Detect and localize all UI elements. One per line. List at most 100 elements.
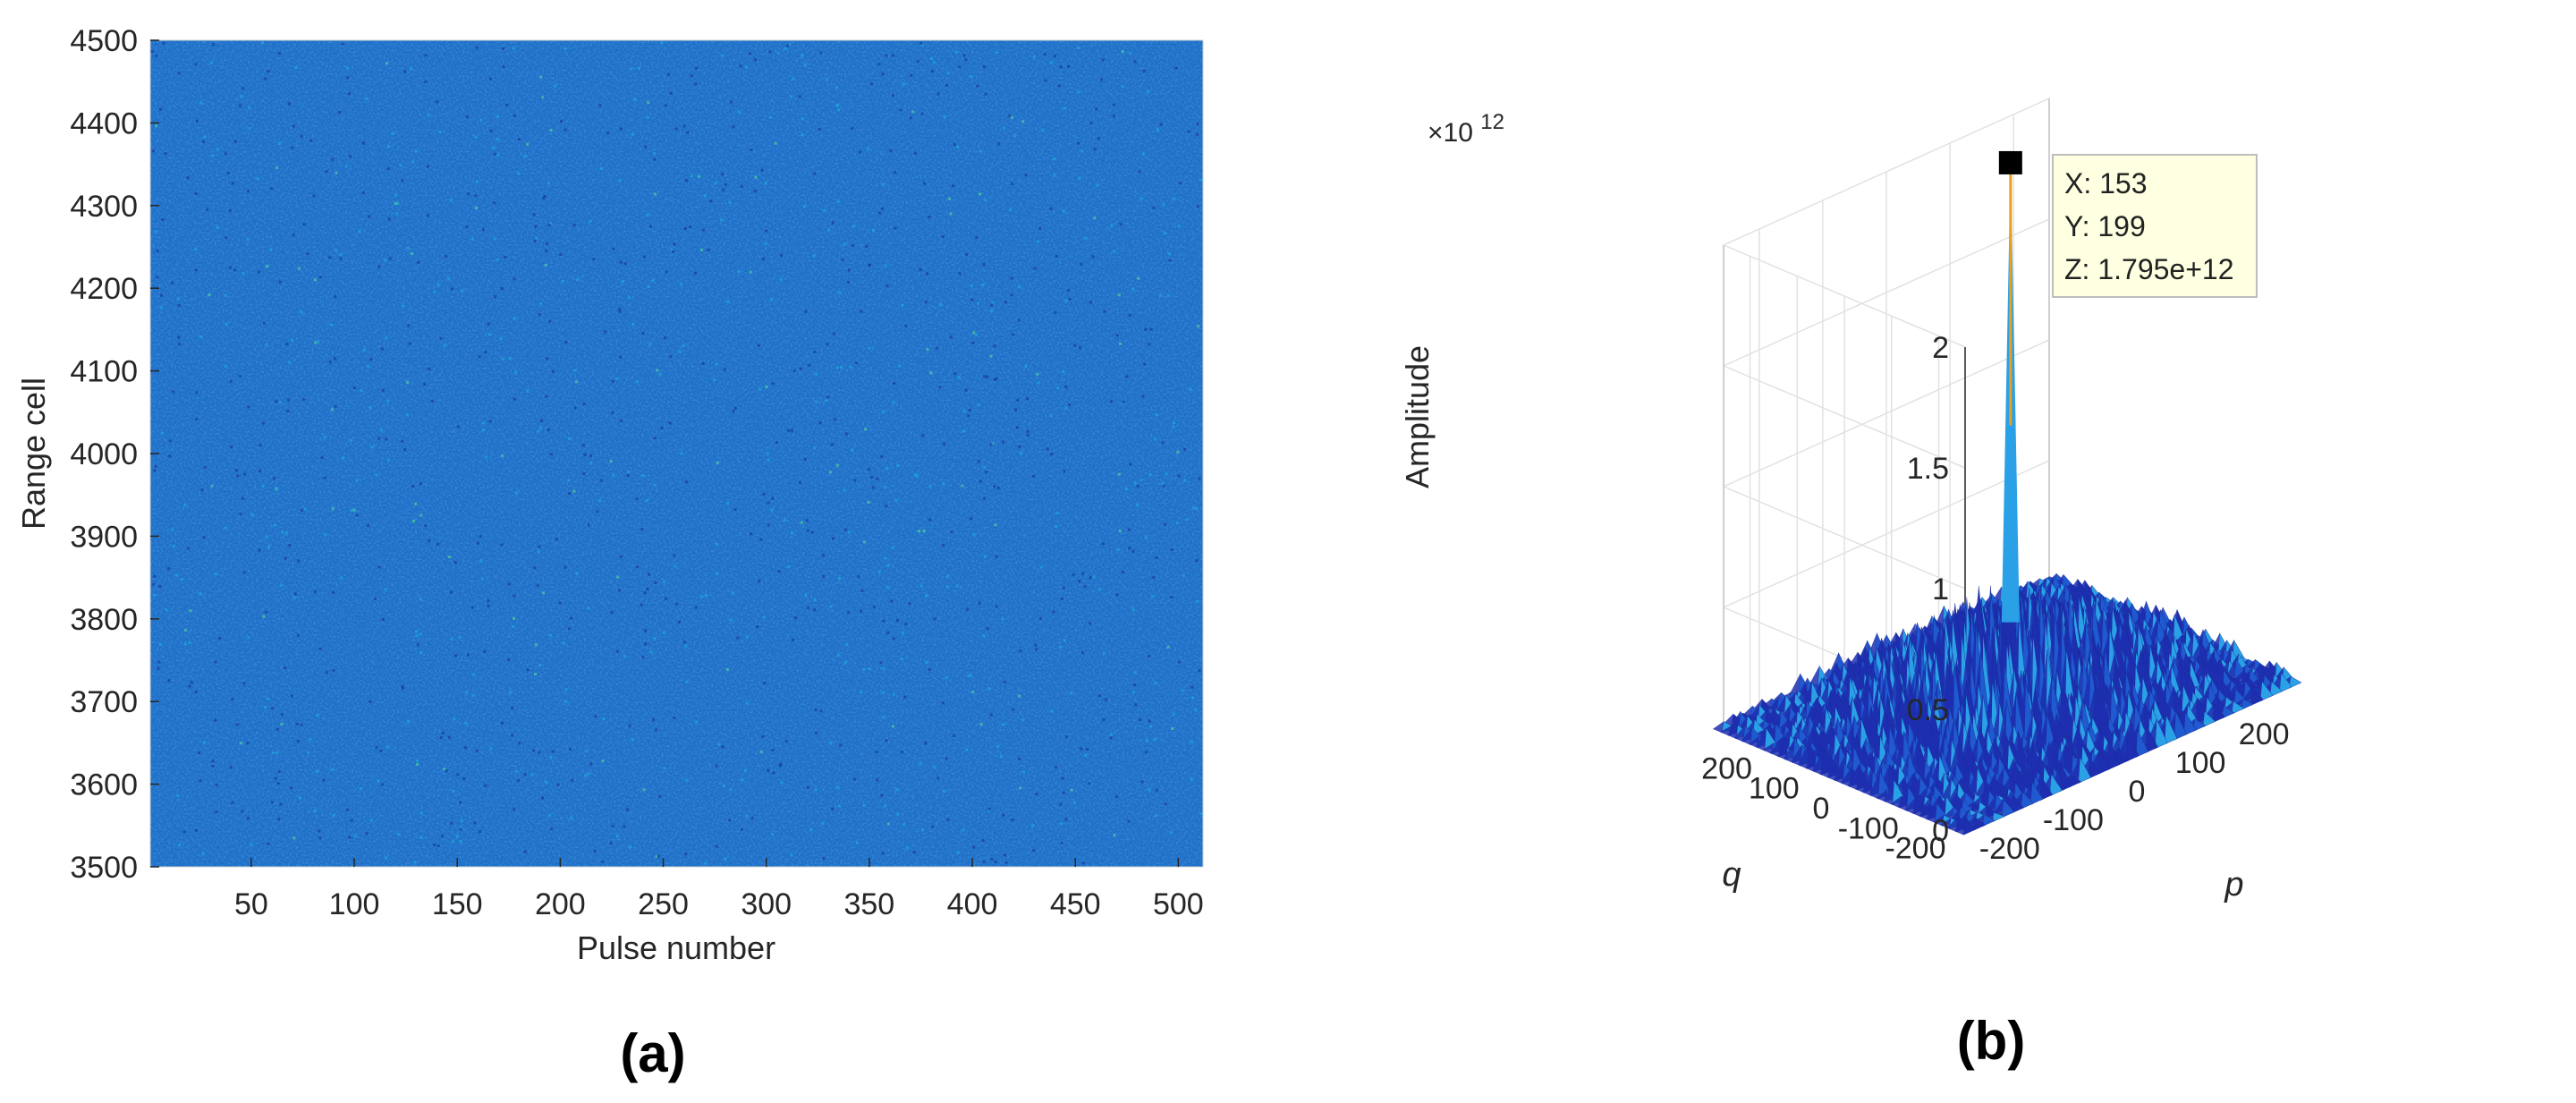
heatmap-cell xyxy=(152,582,156,586)
heatmap-cell xyxy=(868,667,871,671)
heatmap-cell xyxy=(261,484,265,488)
heatmap-cell xyxy=(258,270,260,274)
heatmap-cell xyxy=(186,176,190,180)
heatmap-cell xyxy=(403,448,407,452)
surface-facet xyxy=(1890,796,1902,809)
heatmap-cell xyxy=(159,306,163,309)
heatmap-cell xyxy=(841,259,844,262)
heatmap-cell xyxy=(1041,128,1045,132)
heatmap-cell xyxy=(756,625,759,629)
surface-z-multiplier: ×10 12 xyxy=(1428,110,1504,148)
heatmap-cell xyxy=(857,575,860,579)
heatmap-cell xyxy=(152,149,156,153)
heatmap-cell xyxy=(1115,795,1119,799)
heatmap-cell xyxy=(1113,834,1116,837)
heatmap-cell xyxy=(1080,262,1083,266)
heatmap-cell xyxy=(995,555,998,558)
heatmap-cell xyxy=(720,173,724,176)
heatmap-cell xyxy=(546,357,549,361)
heatmap-cell xyxy=(246,238,250,242)
heatmap-cell xyxy=(852,777,856,781)
heatmap-cell xyxy=(587,772,589,776)
peak-marker[interactable] xyxy=(1998,150,2022,174)
heatmap-cell xyxy=(929,371,933,375)
heatmap-cell xyxy=(493,237,496,241)
heatmap-cell xyxy=(770,508,774,512)
heatmap-cell xyxy=(401,687,404,690)
heatmap-cell xyxy=(880,793,884,797)
heatmap-cell xyxy=(381,783,385,786)
heatmap-cell xyxy=(990,857,994,861)
heatmap-cell xyxy=(962,409,966,412)
heatmap-cell xyxy=(754,175,758,179)
heatmap-cell xyxy=(270,801,274,804)
heatmap-cell xyxy=(230,445,233,449)
heatmap-cell xyxy=(1177,660,1181,664)
heatmap-cell xyxy=(344,165,348,168)
surface-facet xyxy=(1719,725,1731,736)
heatmap-cell xyxy=(877,570,881,573)
heatmap-cell xyxy=(177,343,181,346)
heatmap-cell xyxy=(1012,708,1015,711)
heatmap-cell xyxy=(945,757,948,760)
heatmap-cell xyxy=(332,814,335,817)
heatmap-cell xyxy=(942,789,945,793)
heatmap-cell xyxy=(977,403,980,407)
heatmap-cell xyxy=(258,469,262,472)
heatmap-cell xyxy=(280,584,284,588)
heatmap-cell xyxy=(1011,182,1014,186)
heatmap-cell xyxy=(416,762,419,766)
heatmap-cell xyxy=(218,637,222,640)
heatmap-cell xyxy=(609,842,613,845)
heatmap-cell xyxy=(1175,521,1179,524)
heatmap-cell xyxy=(619,355,623,359)
heatmap-cell xyxy=(172,390,175,394)
heatmap-cell xyxy=(500,287,504,290)
heatmap-cell xyxy=(1077,90,1080,94)
surface-q-tick-label: -200 xyxy=(1885,832,1945,866)
heatmap-cell xyxy=(1055,525,1058,529)
heatmap-cell xyxy=(243,472,247,476)
heatmap-cell xyxy=(1068,297,1072,301)
heatmap-cell xyxy=(471,693,475,697)
heatmap-cell xyxy=(611,411,614,414)
heatmap-cell xyxy=(926,348,929,351)
heatmap-cell xyxy=(297,267,301,270)
heatmap-cell xyxy=(725,667,729,671)
heatmap-cell xyxy=(1039,565,1043,569)
datatip[interactable]: X: 153 Y: 199 Z: 1.795e+12 xyxy=(2052,154,2258,298)
heatmap-cell xyxy=(1009,208,1013,211)
heatmap-cell xyxy=(419,811,423,815)
heatmap-cell xyxy=(612,474,615,478)
heatmap-cell xyxy=(729,618,733,622)
heatmap-cell xyxy=(195,418,199,420)
heatmap-cell xyxy=(487,599,490,603)
heatmap-cell xyxy=(843,528,847,531)
heatmap-cell xyxy=(186,547,190,550)
heatmap-cell xyxy=(837,804,841,808)
heatmap-cell xyxy=(1154,437,1157,441)
heatmap-cell xyxy=(615,835,619,838)
heatmap-cell xyxy=(771,833,775,836)
heatmap-cell xyxy=(1089,576,1092,580)
heatmap-cell xyxy=(1155,788,1158,792)
heatmap-cell xyxy=(989,354,993,358)
heatmap-cell xyxy=(415,630,418,633)
heatmap-cell xyxy=(965,253,969,257)
heatmap-cell xyxy=(802,205,806,208)
heatmap-cell xyxy=(891,54,894,57)
heatmap-cell xyxy=(1093,148,1097,151)
heatmap-cell xyxy=(767,523,770,527)
heatmap-cell xyxy=(1109,736,1113,740)
heatmap-cell xyxy=(1121,85,1124,89)
heatmap-cell xyxy=(695,720,699,724)
heatmap-cell xyxy=(502,47,505,50)
heatmap-cell xyxy=(1067,64,1071,68)
heatmap-cell xyxy=(801,54,804,57)
heatmap-cell xyxy=(401,439,404,443)
surface-facet xyxy=(2279,672,2292,693)
heatmap-cell xyxy=(547,224,551,226)
heatmap-y-axis-label: Range cell xyxy=(15,378,52,530)
heatmap-x-tick-label: 400 xyxy=(947,887,998,921)
heatmap-cell xyxy=(815,372,818,376)
